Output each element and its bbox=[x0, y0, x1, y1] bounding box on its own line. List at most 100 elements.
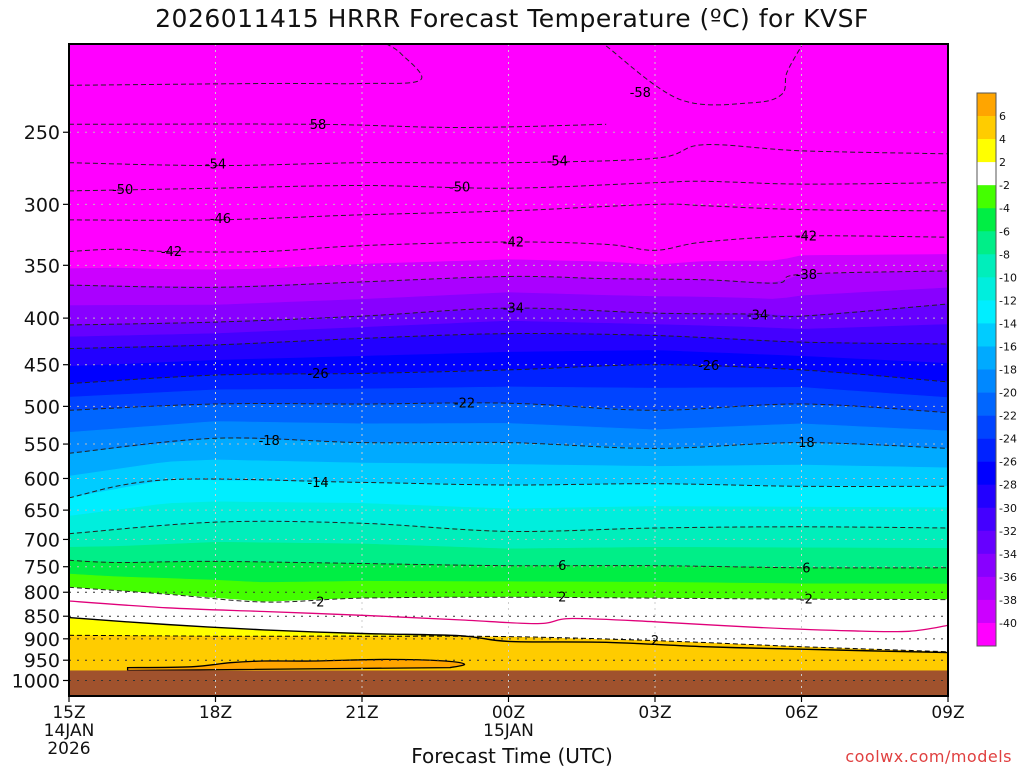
x-tick-label: 15JAN bbox=[483, 721, 534, 741]
near-freezing-band bbox=[69, 587, 948, 653]
isotherm-line bbox=[69, 559, 948, 569]
contour-label: -42 bbox=[503, 236, 524, 251]
colorbar-swatch bbox=[977, 599, 996, 624]
colorbar-tick-label: -26 bbox=[999, 456, 1017, 469]
contour-label: 2 bbox=[651, 634, 659, 649]
colorbar-swatch bbox=[977, 139, 996, 163]
contour-label: -38 bbox=[796, 268, 817, 283]
colorbar-tick-label: -30 bbox=[999, 502, 1017, 515]
contour-label: -58 bbox=[630, 86, 651, 101]
colorbar-tick-label: -8 bbox=[999, 248, 1010, 261]
isotherm-line bbox=[69, 520, 948, 535]
freezing-line bbox=[69, 616, 948, 654]
contour-label: 2 bbox=[558, 591, 566, 606]
y-tick-label: 550 bbox=[24, 434, 60, 456]
x-tick-label: 00Z bbox=[492, 703, 525, 723]
colorbar-swatch bbox=[977, 277, 996, 301]
chart-title: 2026011415 HRRR Forecast Temperature (ºC… bbox=[155, 4, 869, 33]
contour-label: -50 bbox=[449, 180, 470, 195]
colorbar-tick-label: -2 bbox=[999, 179, 1010, 192]
contour-label: -2 bbox=[312, 596, 325, 611]
colorbar-swatch bbox=[977, 300, 996, 324]
colorbar-tick-label: -16 bbox=[999, 340, 1017, 353]
colorbar-tick-label: -22 bbox=[999, 410, 1017, 423]
colorbar-tick-label: -40 bbox=[999, 617, 1017, 630]
colorbar-tick-label: -12 bbox=[999, 294, 1017, 307]
colorbar-tick-label: -6 bbox=[999, 225, 1010, 238]
colorbar-swatch bbox=[977, 93, 996, 117]
colorbar-tick-label: -24 bbox=[999, 433, 1017, 446]
isotherm-line bbox=[605, 45, 802, 106]
colorbar-tick-label: -32 bbox=[999, 525, 1017, 538]
isotherm-line bbox=[69, 402, 948, 414]
contour-label: -50 bbox=[112, 183, 133, 198]
colorbar-swatch bbox=[977, 346, 996, 370]
isotherm-line bbox=[69, 180, 948, 192]
colorbar-tick-label: -4 bbox=[999, 202, 1010, 215]
y-tick-label: 750 bbox=[24, 557, 60, 579]
colorbar-tick-label: -34 bbox=[999, 548, 1017, 561]
contour-label: -42 bbox=[161, 245, 182, 260]
isotherm-line bbox=[69, 333, 948, 350]
contour-label: -14 bbox=[307, 476, 328, 491]
y-tick-label: 850 bbox=[24, 606, 60, 628]
colorbar-tick-label: -18 bbox=[999, 364, 1017, 377]
y-tick-label: 250 bbox=[24, 122, 60, 144]
contour-label: -18 bbox=[259, 434, 280, 449]
contour-label: 6 bbox=[558, 559, 566, 574]
colorbar-frame bbox=[976, 92, 997, 647]
colorbar-tick-label: -36 bbox=[999, 571, 1017, 584]
isotherm-line bbox=[69, 364, 948, 385]
x-tick-label: 09Z bbox=[931, 703, 964, 723]
colorbar-swatch bbox=[977, 415, 996, 439]
isotherm-line bbox=[69, 235, 948, 253]
colorbar-swatch bbox=[977, 507, 996, 532]
y-tick-label: 500 bbox=[24, 396, 60, 418]
colorbar-swatch bbox=[977, 254, 996, 278]
y-tick-label: 450 bbox=[24, 355, 60, 377]
colorbar-tick-label: -38 bbox=[999, 594, 1017, 607]
contour-label: 58 bbox=[310, 118, 327, 133]
warm-bubble bbox=[126, 658, 466, 672]
y-tick-label: 800 bbox=[24, 582, 60, 604]
colorbar-swatch bbox=[977, 116, 996, 140]
isotherm-line bbox=[69, 437, 948, 454]
colorbar-swatch bbox=[977, 231, 996, 255]
colorbar-tick-label: 4 bbox=[999, 133, 1006, 146]
colorbar-swatch bbox=[977, 553, 996, 578]
isotherm-line bbox=[69, 634, 948, 653]
colorbar-tick-label: -20 bbox=[999, 387, 1017, 400]
isotherm-line bbox=[69, 144, 948, 167]
isotherm-line bbox=[69, 123, 607, 129]
y-tick-label: 350 bbox=[24, 255, 60, 277]
colorbar-swatch bbox=[977, 392, 996, 416]
colorbar-tick-label: -14 bbox=[999, 317, 1017, 330]
contour-label: -22 bbox=[454, 397, 475, 412]
contour-label: -34 bbox=[503, 302, 524, 317]
contour-label: 6 bbox=[802, 561, 810, 576]
x-tick-label: 14JAN bbox=[44, 721, 95, 741]
y-tick-label: 600 bbox=[24, 468, 60, 490]
x-tick-label: 18Z bbox=[199, 703, 232, 723]
y-tick-label: 950 bbox=[24, 650, 60, 672]
colorbar-swatch bbox=[977, 323, 996, 347]
y-tick-label: 400 bbox=[24, 308, 60, 330]
colorbar-swatch bbox=[977, 438, 996, 462]
colorbar-tick-label: -28 bbox=[999, 479, 1017, 492]
contour-label: -26 bbox=[698, 359, 719, 374]
contour-label: -54 bbox=[547, 155, 568, 170]
y-tick-label: 700 bbox=[24, 529, 60, 551]
colorbar-swatch bbox=[977, 461, 996, 486]
contour-label: 18 bbox=[798, 436, 815, 451]
x-tick-label: 06Z bbox=[785, 703, 818, 723]
colorbar-swatch bbox=[977, 208, 996, 232]
isotherm-line bbox=[69, 44, 423, 86]
x-tick-label: 21Z bbox=[345, 703, 378, 723]
contour-label: -46 bbox=[210, 212, 231, 227]
y-tick-label: 650 bbox=[24, 500, 60, 522]
colorbar-tick-label: 6 bbox=[999, 110, 1006, 123]
colorbar-tick-label: 2 bbox=[999, 156, 1006, 169]
colorbar-swatch bbox=[977, 369, 996, 393]
isotherm-line bbox=[69, 203, 948, 221]
